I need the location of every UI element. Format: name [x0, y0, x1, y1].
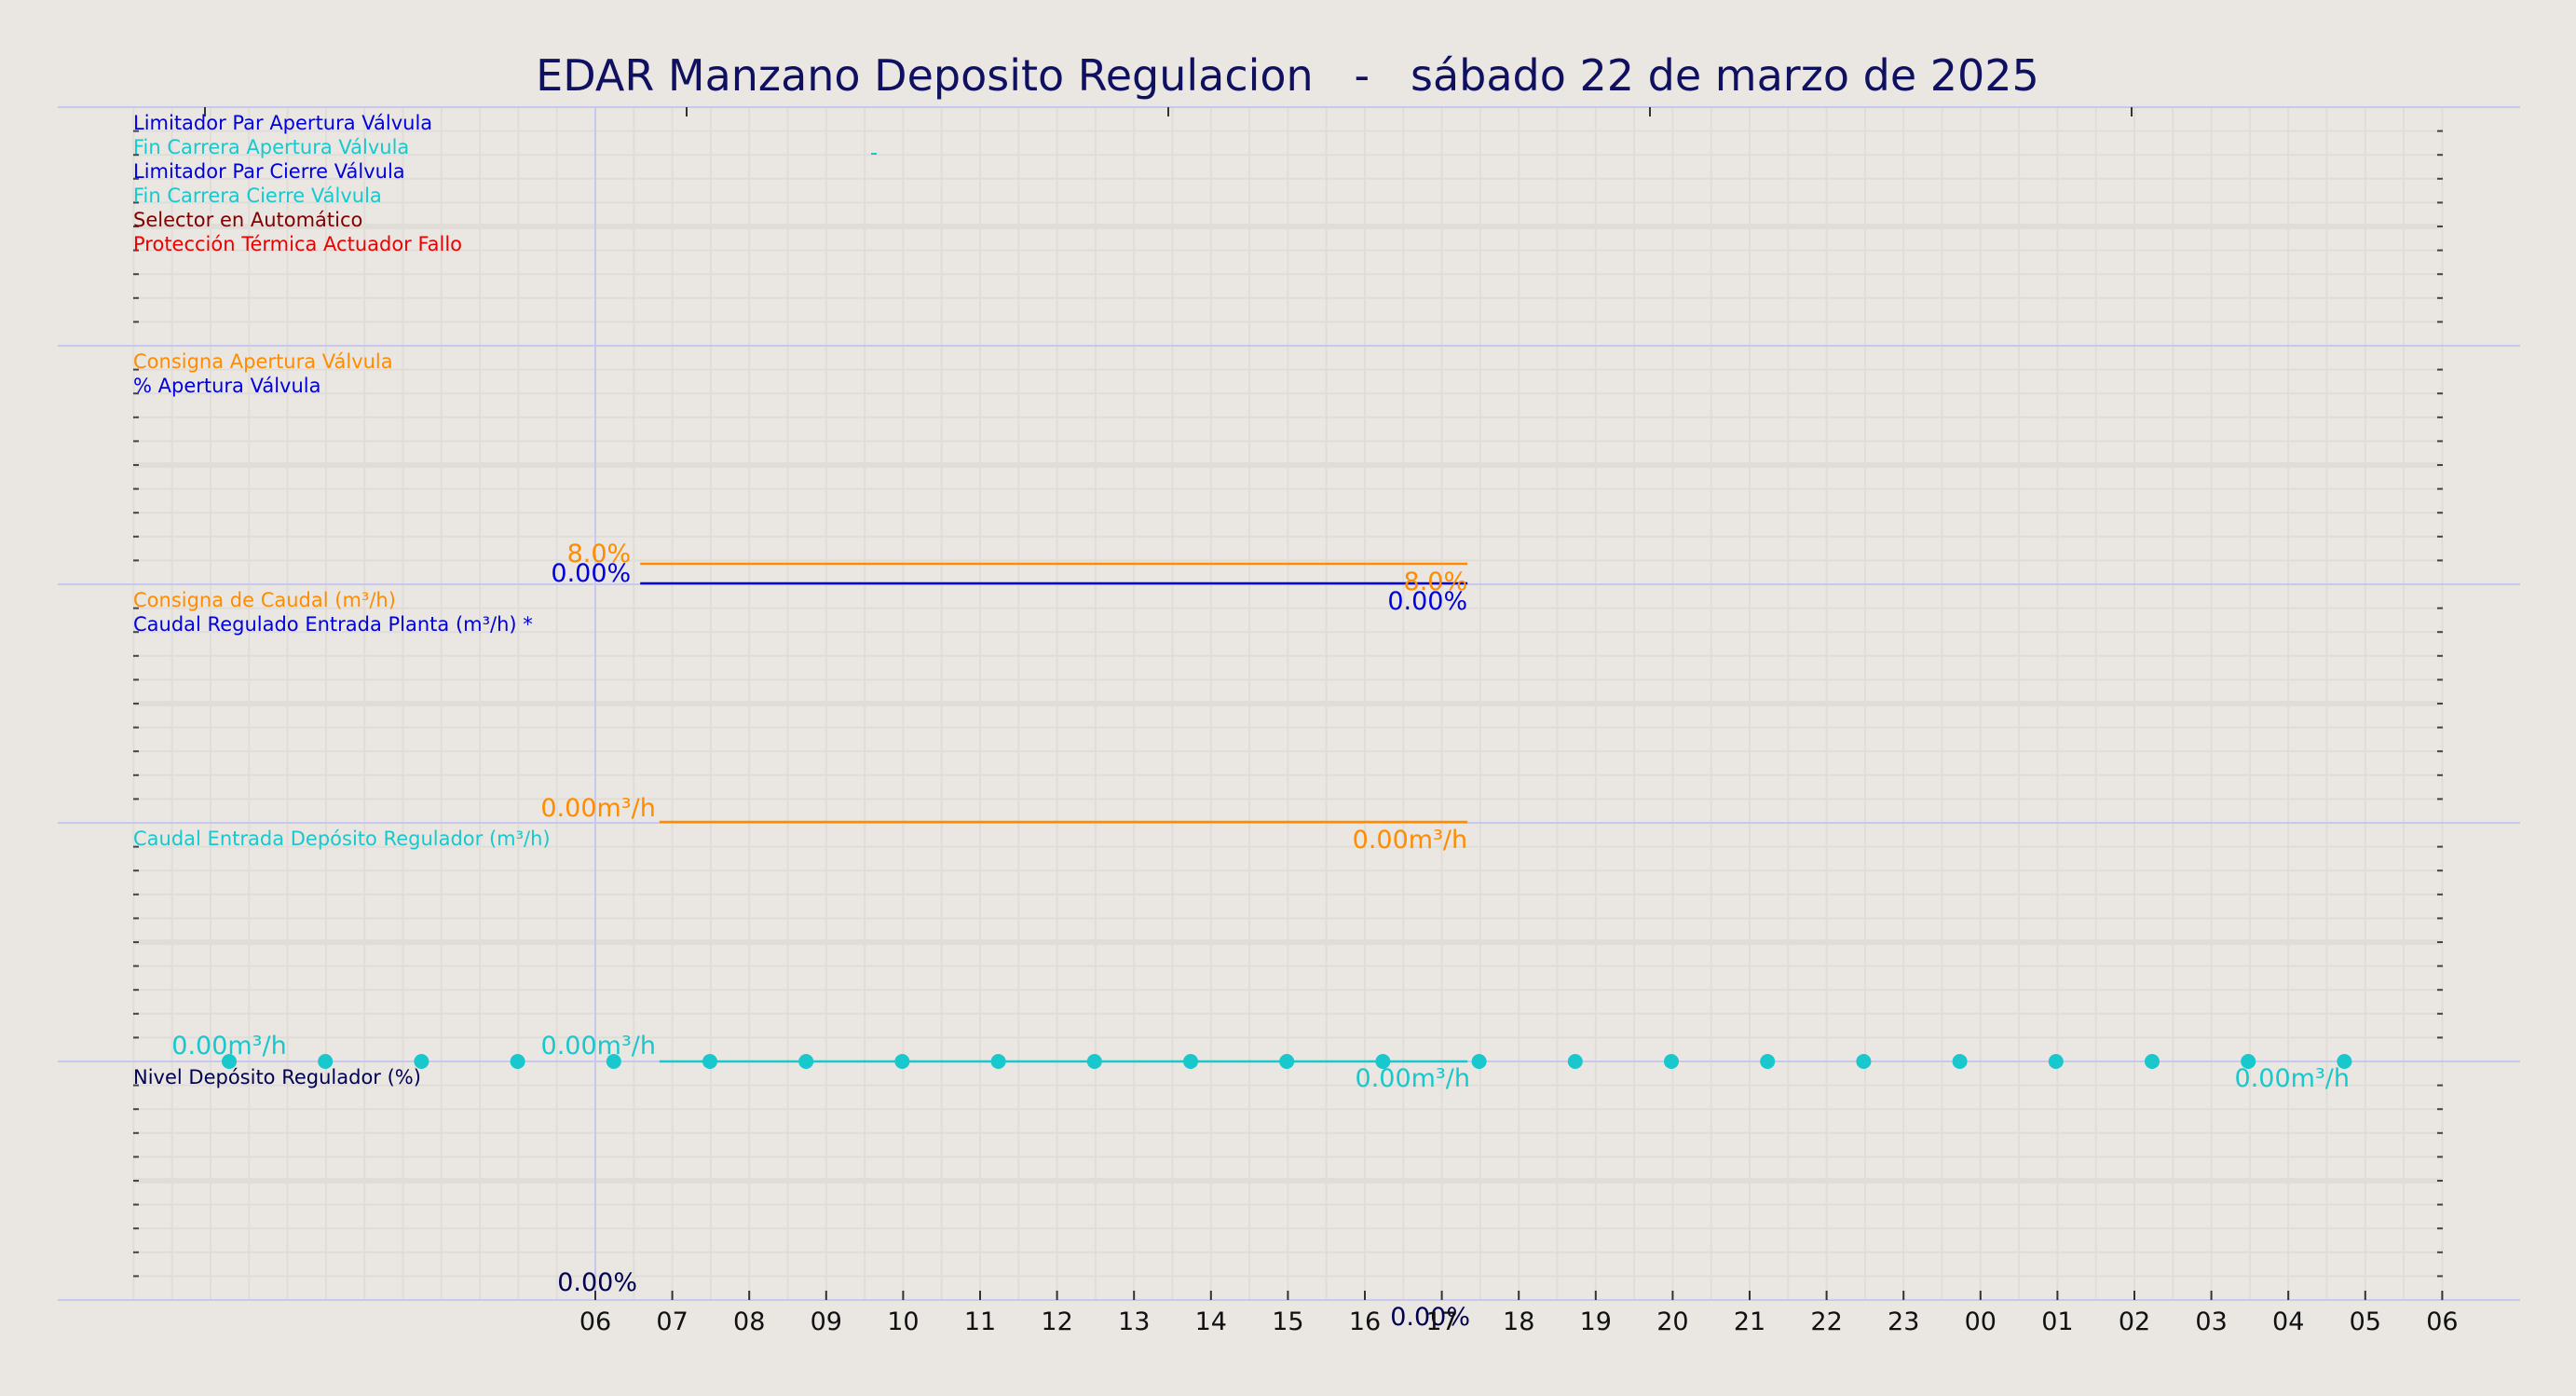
legend-entry: Fin Carrera Cierre Válvula	[133, 185, 382, 207]
x-tick-label: 22	[1810, 1307, 1842, 1336]
data-point	[702, 1054, 717, 1069]
x-axis: 06 07 08 09 10 11 12 13 14 15 16 17 18 19 20 21 22 23 00 01…	[579, 1291, 2459, 1336]
data-point	[1375, 1054, 1391, 1069]
data-label: 0.00m³/h	[2235, 1064, 2350, 1093]
x-tick-label: 17	[1425, 1307, 1457, 1336]
tick-marks	[133, 107, 2443, 1278]
data-point	[2241, 1054, 2256, 1069]
x-tick-label: 12	[1041, 1307, 1072, 1336]
legend-entry: Selector en Automático	[133, 209, 362, 231]
x-tick-label: 03	[2195, 1307, 2227, 1336]
x-tick-label: 01	[2041, 1307, 2073, 1336]
data-point	[318, 1054, 334, 1069]
data-point	[1183, 1054, 1198, 1069]
x-tick-label: 06	[2426, 1307, 2458, 1336]
data-label-start: 8.0%	[567, 540, 632, 568]
x-tick-label: 09	[811, 1307, 842, 1336]
x-tick-label: 16	[1349, 1307, 1381, 1336]
data-point	[1086, 1054, 1102, 1069]
data-label-end: 0.00%	[1387, 587, 1467, 616]
x-tick-label: 20	[1656, 1307, 1688, 1336]
data-point	[1664, 1054, 1679, 1069]
chart-title: EDAR Manzano Deposito Regulacion - sábad…	[536, 50, 2039, 101]
data-point	[798, 1054, 814, 1069]
grid-layer	[132, 107, 2444, 1300]
x-tick-label: 11	[964, 1307, 996, 1336]
x-tick-label: 19	[1580, 1307, 1612, 1336]
x-tick-label: 00	[1965, 1307, 1997, 1336]
x-tick-label: 06	[579, 1307, 611, 1336]
legend-entry: Limitador Par Apertura Válvula	[133, 112, 432, 134]
legend-entry: Caudal Entrada Depósito Regulador (m³/h)	[133, 828, 551, 850]
x-tick-label: 05	[2350, 1307, 2381, 1336]
data-point	[2145, 1054, 2160, 1069]
data-point	[414, 1054, 429, 1069]
x-tick-label: 18	[1503, 1307, 1534, 1336]
x-tick-label: 14	[1195, 1307, 1227, 1336]
data-label: 0.00m³/h	[171, 1032, 286, 1061]
x-tick-label: 15	[1272, 1307, 1303, 1336]
data-point	[510, 1054, 525, 1069]
legend-entry: Caudal Regulado Entrada Planta (m³/h) *	[133, 613, 533, 636]
x-tick-label: 07	[656, 1307, 688, 1336]
legend-entry: % Apertura Válvula	[133, 375, 320, 397]
data-label-start: 0.00%	[551, 559, 631, 588]
data-label: 0.00m³/h	[1356, 1064, 1470, 1093]
legend-entry: Protección Térmica Actuador Fallo	[133, 233, 462, 255]
data-point	[1856, 1054, 1872, 1069]
x-tick-label: 04	[2272, 1307, 2304, 1336]
data-label-start: 0.00m³/h	[540, 794, 655, 823]
data-labels: 8.0%8.0%0.00%0.00%0.00m³/h0.00m³/h0.00m³…	[171, 540, 2350, 1332]
legend-entry: Limitador Par Cierre Válvula	[133, 160, 405, 183]
data-point	[222, 1054, 237, 1069]
data-point	[1952, 1054, 1968, 1069]
x-tick-label: 10	[887, 1307, 919, 1336]
data-point	[1567, 1054, 1583, 1069]
data-point	[1760, 1054, 1776, 1069]
data-point	[606, 1054, 621, 1069]
x-tick-label: 23	[1888, 1307, 1919, 1336]
data-point	[990, 1054, 1006, 1069]
data-label: 0.00m³/h	[541, 1032, 656, 1061]
data-point	[2048, 1054, 2064, 1069]
x-tick-label: 13	[1118, 1307, 1150, 1336]
x-tick-label: 08	[733, 1307, 765, 1336]
legend-entry: Consigna de Caudal (m³/h)	[133, 589, 396, 611]
legend-entry: Fin Carrera Apertura Válvula	[133, 136, 409, 158]
data-label-start: 0.00%	[557, 1268, 637, 1297]
series-layer	[222, 153, 2352, 1069]
data-point	[1279, 1054, 1295, 1069]
data-label-end: 8.0%	[1404, 568, 1468, 596]
data-point	[1471, 1054, 1487, 1069]
x-tick-label: 02	[2119, 1307, 2150, 1336]
data-point	[2337, 1054, 2352, 1069]
legend-entry: Nivel Depósito Regulador (%)	[133, 1066, 421, 1088]
data-label-end: 0.00m³/h	[1353, 826, 1467, 855]
data-point	[894, 1054, 910, 1069]
legend-entry: Consigna Apertura Válvula	[133, 350, 393, 373]
x-tick-label: 21	[1734, 1307, 1765, 1336]
data-label-end: 0.00%	[1390, 1303, 1470, 1332]
